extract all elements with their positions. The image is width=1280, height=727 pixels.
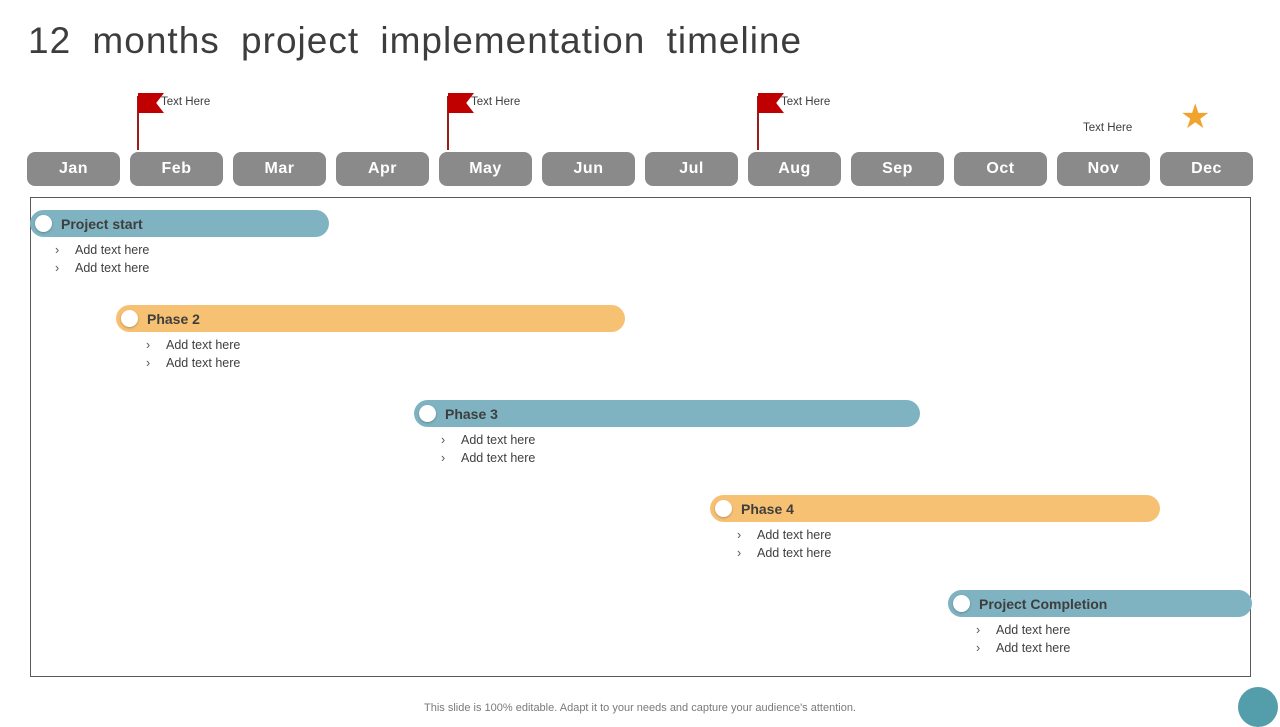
phase-bar-phase-4[interactable]: Phase 4	[710, 495, 1160, 522]
flag-marker-aug[interactable]: Text Here	[757, 93, 830, 150]
month-sep[interactable]: Sep	[851, 152, 944, 186]
bullet-item[interactable]: › Add text here	[146, 336, 240, 354]
bullet-list-phase-4: › Add text here › Add text here	[737, 526, 831, 562]
flag-pole	[757, 96, 759, 150]
bullet-text[interactable]: Add text here	[996, 641, 1071, 655]
bullet-text[interactable]: Add text here	[166, 356, 241, 370]
flag-icon	[758, 93, 784, 113]
bullet-text[interactable]: Add text here	[461, 451, 536, 465]
bullet-list-phase-3: › Add text here › Add text here	[441, 431, 535, 467]
footer-note: This slide is 100% editable. Adapt it to…	[424, 702, 856, 714]
month-jul[interactable]: Jul	[645, 152, 738, 186]
flag-label[interactable]: Text Here	[781, 96, 831, 108]
bullet-item[interactable]: › Add text here	[441, 449, 535, 467]
month-apr[interactable]: Apr	[336, 152, 429, 186]
chevron-bullet-icon: ›	[146, 356, 151, 370]
flag-label[interactable]: Text Here	[471, 96, 521, 108]
bullet-item[interactable]: › Add text here	[441, 431, 535, 449]
bullet-item[interactable]: › Add text here	[146, 354, 240, 372]
chevron-bullet-icon: ›	[441, 451, 446, 465]
month-dec[interactable]: Dec	[1160, 152, 1253, 186]
phase-label[interactable]: Phase 4	[741, 500, 794, 517]
bullet-text[interactable]: Add text here	[757, 546, 832, 560]
milestone-dot-icon	[715, 500, 732, 517]
bullet-item[interactable]: › Add text here	[55, 241, 149, 259]
bullet-text[interactable]: Add text here	[996, 623, 1071, 637]
page-title[interactable]: 12 months project implementation timelin…	[28, 20, 803, 61]
bullet-text[interactable]: Add text here	[461, 433, 536, 447]
phase-bar-phase-2[interactable]: Phase 2	[116, 305, 625, 332]
bullet-item[interactable]: › Add text here	[737, 544, 831, 562]
chevron-bullet-icon: ›	[737, 528, 742, 542]
month-oct[interactable]: Oct	[954, 152, 1047, 186]
bullet-text[interactable]: Add text here	[75, 243, 150, 257]
flag-marker-feb[interactable]: Text Here	[137, 93, 210, 150]
bullet-item[interactable]: › Add text here	[55, 259, 149, 277]
bullet-text[interactable]: Add text here	[757, 528, 832, 542]
star-marker-label[interactable]: Text Here	[1083, 122, 1133, 134]
month-nov[interactable]: Nov	[1057, 152, 1150, 186]
accent-circle	[1238, 687, 1278, 727]
chevron-bullet-icon: ›	[976, 641, 981, 655]
chevron-bullet-icon: ›	[976, 623, 981, 637]
chevron-bullet-icon: ›	[737, 546, 742, 560]
month-feb[interactable]: Feb	[130, 152, 223, 186]
flag-icon	[138, 93, 164, 113]
phase-label[interactable]: Project Completion	[979, 595, 1108, 612]
month-aug[interactable]: Aug	[748, 152, 841, 186]
bullet-list-project-start: › Add text here › Add text here	[55, 241, 149, 277]
milestone-dot-icon	[953, 595, 970, 612]
chevron-bullet-icon: ›	[146, 338, 151, 352]
month-mar[interactable]: Mar	[233, 152, 326, 186]
flag-label[interactable]: Text Here	[161, 96, 211, 108]
phase-label[interactable]: Phase 3	[445, 405, 498, 422]
bullet-text[interactable]: Add text here	[75, 261, 150, 275]
month-row: Jan Feb Mar Apr May Jun Jul Aug Sep Oct …	[27, 152, 1253, 186]
phase-bar-phase-3[interactable]: Phase 3	[414, 400, 920, 427]
phase-bar-project-completion[interactable]: Project Completion	[948, 590, 1252, 617]
month-may[interactable]: May	[439, 152, 532, 186]
chevron-bullet-icon: ›	[55, 243, 60, 257]
bullet-item[interactable]: › Add text here	[737, 526, 831, 544]
star-icon[interactable]: ★	[1180, 98, 1211, 136]
milestone-dot-icon	[121, 310, 138, 327]
month-jun[interactable]: Jun	[542, 152, 635, 186]
bullet-text[interactable]: Add text here	[166, 338, 241, 352]
chevron-bullet-icon: ›	[55, 261, 60, 275]
chevron-bullet-icon: ›	[441, 433, 446, 447]
flag-icon	[448, 93, 474, 113]
milestone-dot-icon	[35, 215, 52, 232]
milestone-dot-icon	[419, 405, 436, 422]
flag-pole	[137, 96, 139, 150]
phase-label[interactable]: Phase 2	[147, 310, 200, 327]
flag-marker-may[interactable]: Text Here	[447, 93, 520, 150]
bullet-item[interactable]: › Add text here	[976, 621, 1070, 639]
flag-pole	[447, 96, 449, 150]
bullet-item[interactable]: › Add text here	[976, 639, 1070, 657]
month-jan[interactable]: Jan	[27, 152, 120, 186]
bullet-list-project-completion: › Add text here › Add text here	[976, 621, 1070, 657]
phase-bar-project-start[interactable]: Project start	[30, 210, 329, 237]
bullet-list-phase-2: › Add text here › Add text here	[146, 336, 240, 372]
phase-label[interactable]: Project start	[61, 215, 143, 232]
